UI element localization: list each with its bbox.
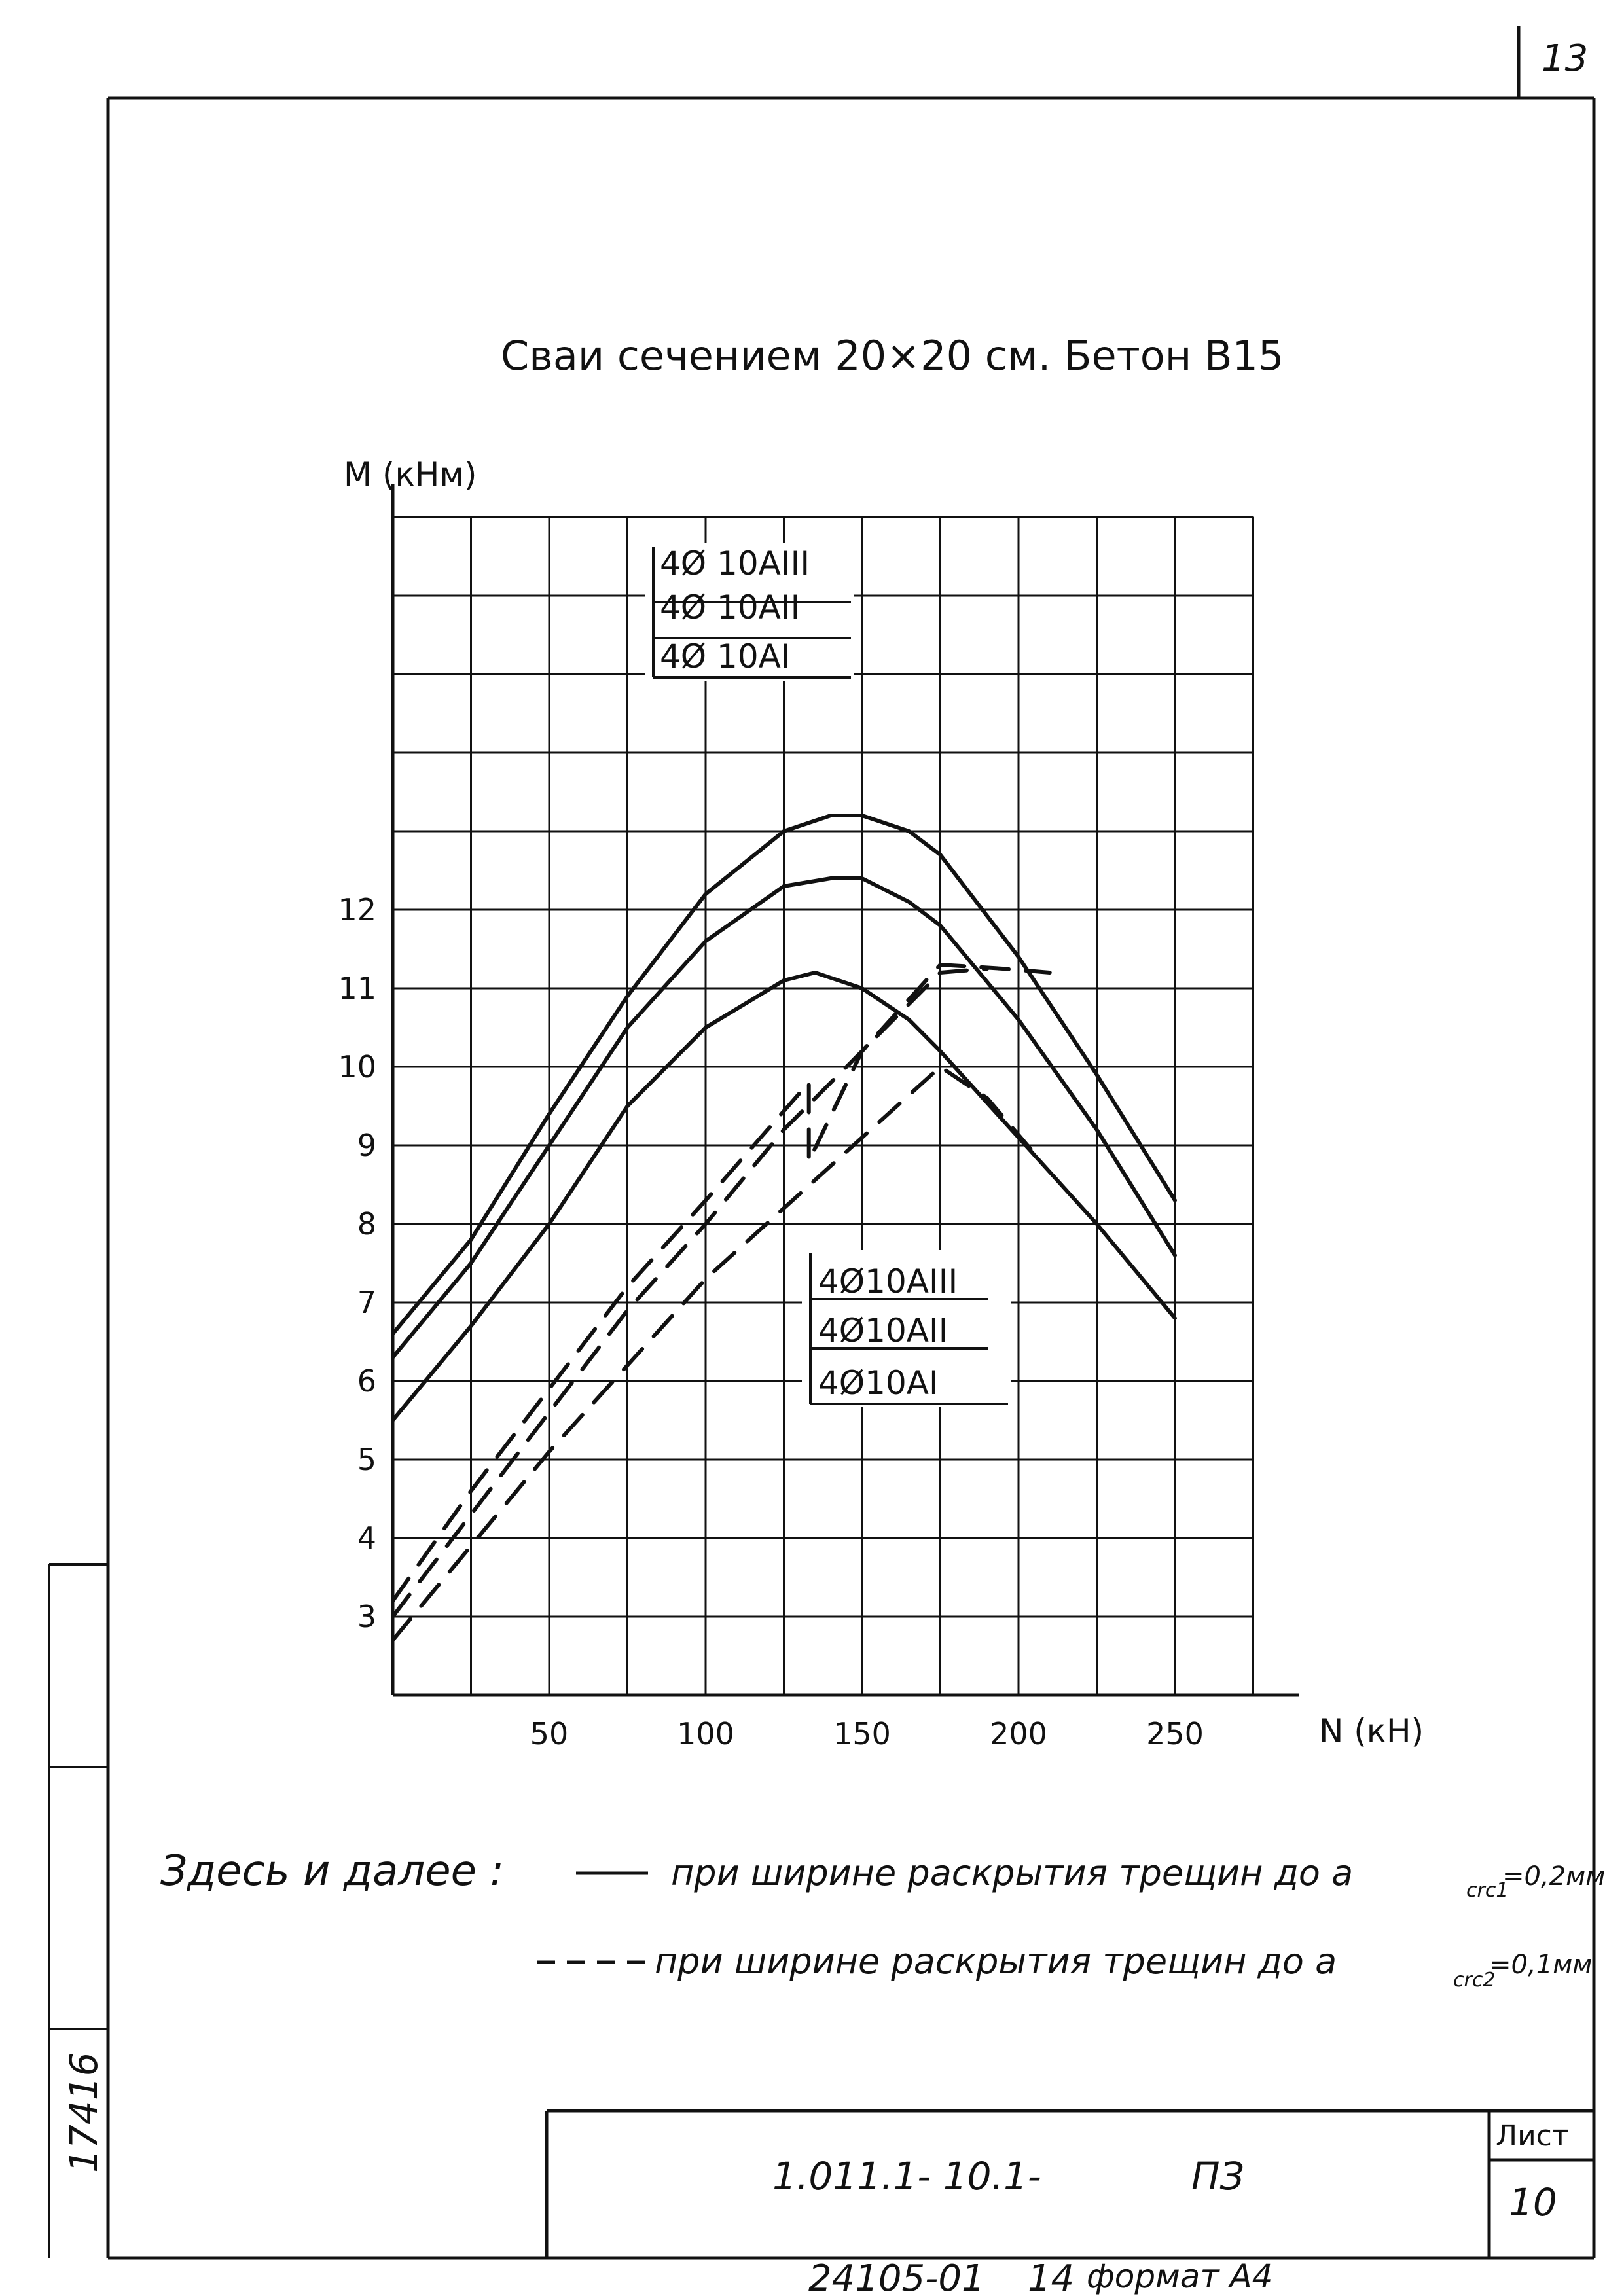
y-tick-label: 5	[357, 1442, 376, 1477]
x-axis-label: N (кН)	[1319, 1712, 1424, 1750]
legend-bottom-item-1: 4Ø10АIII	[818, 1263, 958, 1300]
legend-bottom: 4Ø10АIII 4Ø10АII 4Ø10АI	[802, 1250, 1011, 1407]
x-tick-label: 100	[677, 1716, 734, 1751]
legend-top: 4Ø 10АIII 4Ø 10АII 4Ø 10АI	[645, 543, 854, 681]
footer-order-number: 24105-01	[808, 2257, 985, 2296]
series-line-1-solid	[391, 814, 1177, 1336]
legend-top-item-3: 4Ø 10АI	[660, 637, 791, 675]
dashed-note-sub: crc2	[1453, 1969, 1495, 1992]
y-tick-label: 10	[338, 1049, 376, 1085]
document-code: 1.011.1- 10.1-	[772, 2154, 1041, 2198]
document-suffix: ПЗ	[1191, 2154, 1244, 2198]
series-line-5-dashed	[391, 967, 990, 1619]
sheet-frame	[106, 26, 1596, 2260]
y-tick-label: 8	[357, 1206, 376, 1242]
side-stamp	[48, 1563, 108, 2258]
series-line-6-dashed	[391, 1065, 1036, 1642]
legend-top-item-2: 4Ø 10АII	[660, 588, 800, 626]
y-tick-label: 4	[357, 1520, 376, 1556]
solid-note-text: при ширине раскрытия трещин до a	[671, 1852, 1353, 1893]
notes-intro: Здесь и далее :	[160, 1847, 504, 1895]
sheet-number: 10	[1509, 2180, 1557, 2225]
x-tick-label: 200	[990, 1716, 1047, 1751]
solid-note-sub: crc1	[1466, 1879, 1508, 1902]
series-line-2-solid	[391, 876, 1177, 1359]
title-block	[545, 2109, 1594, 2258]
legend-bottom-item-2: 4Ø10АII	[818, 1312, 948, 1350]
y-tick-label: 3	[357, 1599, 376, 1634]
y-tick-label: 12	[338, 892, 376, 927]
chart-tick-labels: 50 100 150 200 250 3 4 5 6 7 8 9 10 11 12	[338, 892, 1203, 1751]
x-tick-label: 250	[1146, 1716, 1204, 1751]
footer-copy-number: 14	[1028, 2257, 1074, 2296]
x-tick-label: 50	[530, 1716, 569, 1751]
y-tick-label: 11	[338, 971, 376, 1006]
line-style-notes: Здесь и далее : при ширине раскрытия тре…	[160, 1847, 1605, 1992]
legend-top-item-1: 4Ø 10АIII	[660, 545, 810, 583]
footer-format: формат А4	[1087, 2257, 1272, 2295]
chart-series	[391, 814, 1177, 1642]
sheet-label: Лист	[1496, 2119, 1569, 2153]
y-tick-label: 7	[357, 1285, 376, 1320]
dashed-note-text: при ширине раскрытия трещин до a	[655, 1941, 1337, 1982]
legend-bottom-item-3: 4Ø10АI	[818, 1364, 939, 1402]
page-number: 13	[1542, 37, 1588, 80]
dashed-note-value: =0,1мм	[1489, 1950, 1592, 1980]
series-line-4-dashed	[391, 963, 1052, 1603]
inventory-number: 17416	[62, 2052, 106, 2173]
x-tick-label: 150	[833, 1716, 891, 1751]
chart-axes	[391, 484, 1299, 1697]
y-tick-label: 6	[357, 1363, 376, 1399]
y-axis-label: M (кНм)	[344, 456, 477, 493]
chart-grid	[393, 516, 1254, 1695]
y-tick-label: 9	[357, 1128, 376, 1163]
chart-title: Сваи сечением 20×20 см. Бетон В15	[501, 332, 1284, 380]
solid-note-value: =0,2мм	[1502, 1861, 1605, 1892]
